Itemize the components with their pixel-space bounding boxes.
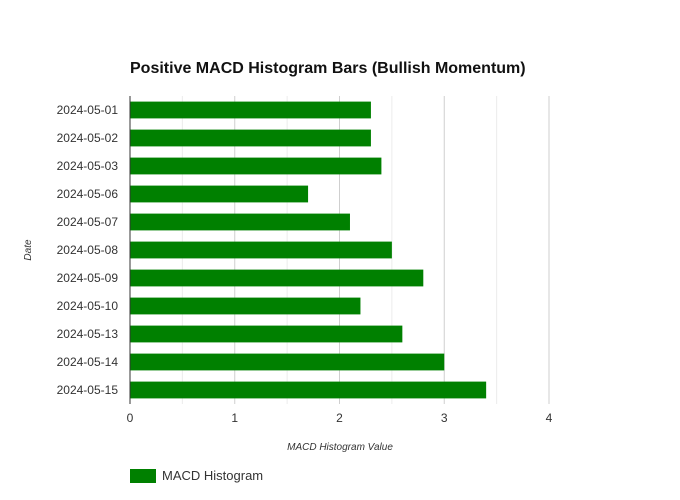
y-tick-label: 2024-05-15: [57, 383, 119, 397]
y-tick-label: 2024-05-06: [57, 187, 119, 201]
legend[interactable]: MACD Histogram: [130, 468, 263, 483]
bar-2024-05-07[interactable]: [130, 213, 350, 231]
bar-2024-05-14[interactable]: [130, 353, 445, 371]
bar-2024-05-08[interactable]: [130, 241, 392, 259]
y-tick-labels: 2024-05-01 2024-05-02 2024-05-03 2024-05-06…: [57, 103, 119, 397]
y-tick-label: 2024-05-07: [57, 215, 119, 229]
bar-2024-05-06[interactable]: [130, 185, 309, 203]
y-tick-label: 2024-05-02: [57, 131, 119, 145]
y-tick-label: 2024-05-10: [57, 299, 119, 313]
bars-group: [130, 101, 487, 399]
bar-2024-05-13[interactable]: [130, 325, 403, 343]
bar-2024-05-01[interactable]: [130, 101, 371, 119]
y-axis-title: Date: [23, 239, 34, 261]
y-tick-label: 2024-05-13: [57, 327, 119, 341]
x-tick-label: 4: [546, 411, 553, 425]
y-tick-label: 2024-05-08: [57, 243, 119, 257]
y-tick-label: 2024-05-01: [57, 103, 119, 117]
bar-2024-05-09[interactable]: [130, 269, 424, 287]
legend-label: MACD Histogram: [162, 468, 263, 483]
bar-2024-05-10[interactable]: [130, 297, 361, 315]
bar-2024-05-15[interactable]: [130, 381, 487, 399]
bar-2024-05-03[interactable]: [130, 157, 382, 175]
x-tick-label: 2: [336, 411, 343, 425]
x-tick-label: 3: [441, 411, 448, 425]
legend-swatch: [130, 469, 156, 483]
y-tick-label: 2024-05-03: [57, 159, 119, 173]
chart-title: Positive MACD Histogram Bars (Bullish Mo…: [130, 60, 526, 77]
x-tick-label: 0: [127, 411, 134, 425]
x-tick-labels: 0 1 2 3 4: [127, 411, 553, 425]
x-axis-title: MACD Histogram Value: [287, 442, 393, 453]
y-tick-label: 2024-05-09: [57, 271, 119, 285]
x-tick-label: 1: [231, 411, 238, 425]
y-tick-label: 2024-05-14: [57, 355, 119, 369]
bar-2024-05-02[interactable]: [130, 129, 371, 147]
